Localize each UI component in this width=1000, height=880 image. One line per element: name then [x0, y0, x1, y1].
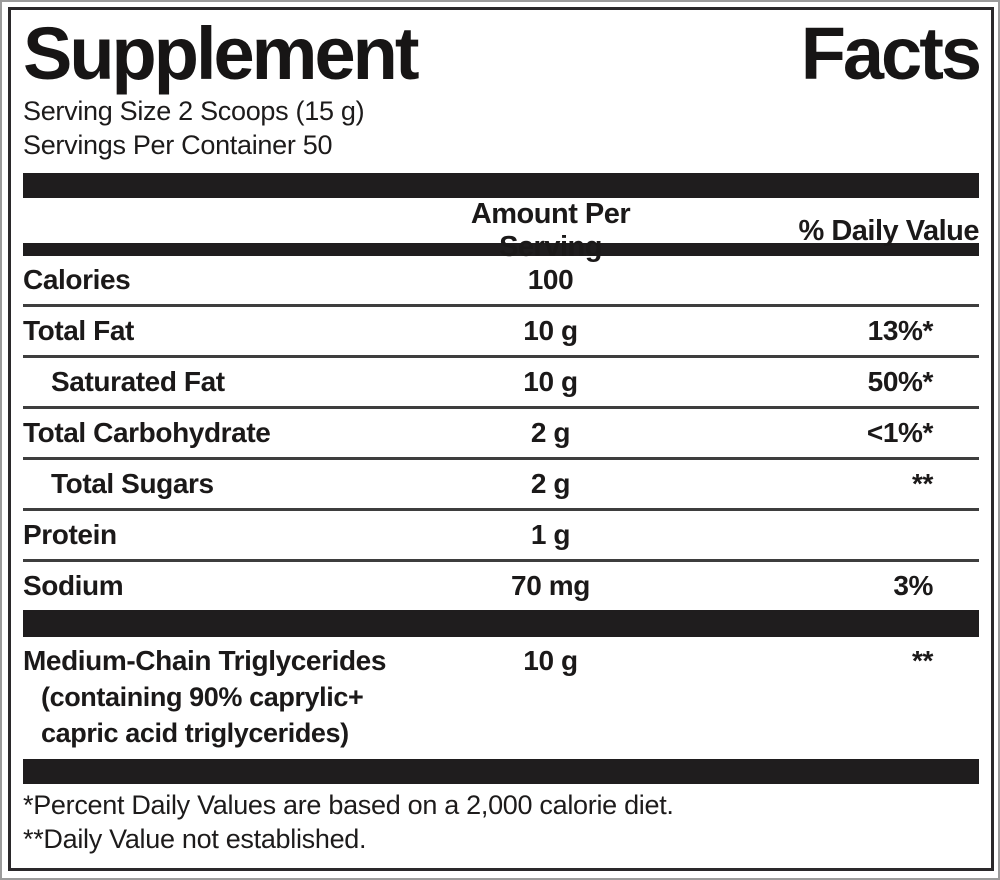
- supplement-facts-label: Supplement Facts Serving Size 2 Scoops (…: [8, 7, 994, 871]
- column-header-daily-value: % Daily Value: [798, 214, 980, 247]
- table-row-total-fat: Total Fat 10 g 13%*: [23, 304, 979, 355]
- title-word-supplement: Supplement: [23, 12, 419, 95]
- footnotes: *Percent Daily Values are based on a 2,0…: [23, 784, 979, 856]
- ingredient-name-block: Medium-Chain Triglycerides (containing 9…: [23, 643, 443, 751]
- nutrient-name: Saturated Fat: [51, 366, 225, 398]
- table-row-calories: Calories 100: [23, 256, 979, 304]
- ingredient-daily-value: **: [912, 645, 933, 677]
- nutrient-name: Total Carbohydrate: [23, 417, 271, 449]
- title-word-facts: Facts: [800, 12, 982, 95]
- nutrient-daily-value: <1%*: [866, 417, 934, 449]
- table-row-medium-chain-triglycerides: Medium-Chain Triglycerides (containing 9…: [23, 637, 979, 759]
- footnote-percent-daily-value: *Percent Daily Values are based on a 2,0…: [23, 790, 674, 821]
- table-row-saturated-fat: Saturated Fat 10 g 50%*: [23, 355, 979, 406]
- footnote-daily-value-not-established: **Daily Value not established.: [23, 824, 367, 855]
- nutrient-name: Total Sugars: [51, 468, 214, 500]
- nutrient-name: Calories: [23, 264, 131, 296]
- nutrient-amount: 2 g: [530, 468, 571, 500]
- column-header-row: Amount Per Serving % Daily Value: [23, 198, 980, 263]
- nutrient-daily-value: 13%*: [867, 315, 934, 347]
- table-row-protein: Protein 1 g: [23, 508, 979, 559]
- ingredient-name: Medium-Chain Triglycerides: [23, 645, 387, 677]
- separator-bar-top: [23, 173, 979, 199]
- nutrient-daily-value: 50%*: [867, 366, 934, 398]
- table-row-total-carbohydrate: Total Carbohydrate 2 g <1%*: [23, 406, 979, 457]
- nutrient-name: Sodium: [23, 570, 124, 602]
- ingredient-detail-line: (containing 90% caprylic+: [41, 682, 364, 713]
- serving-info: Serving Size 2 Scoops (15 g) Servings Pe…: [23, 94, 979, 162]
- column-header-amount: Amount Per Serving: [470, 198, 631, 264]
- nutrient-table: Calories 100 Total Fat 10 g 13%* Saturat…: [23, 256, 979, 610]
- serving-size-text: Serving Size 2 Scoops (15 g): [23, 96, 365, 127]
- ingredient-detail-line: capric acid triglycerides): [41, 718, 349, 749]
- nutrient-daily-value: 3%: [893, 570, 933, 602]
- nutrient-name: Total Fat: [23, 315, 134, 347]
- ingredient-amount: 10 g: [523, 645, 578, 677]
- nutrient-amount: 10 g: [523, 315, 578, 347]
- nutrient-daily-value: **: [912, 468, 933, 500]
- separator-bar-header: [23, 243, 979, 257]
- nutrient-amount: 2 g: [530, 417, 571, 449]
- separator-bar-middle: [23, 610, 979, 638]
- nutrient-amount: 100: [527, 264, 574, 296]
- label-title: Supplement Facts: [23, 12, 982, 95]
- nutrient-amount: 1 g: [530, 519, 571, 551]
- separator-bar-bottom: [23, 759, 979, 785]
- table-row-total-sugars: Total Sugars 2 g **: [23, 457, 979, 508]
- nutrient-amount: 70 mg: [511, 570, 590, 602]
- nutrient-name: Protein: [23, 519, 117, 551]
- servings-per-container-text: Servings Per Container 50: [23, 130, 333, 161]
- table-row-sodium: Sodium 70 mg 3%: [23, 559, 979, 610]
- nutrient-amount: 10 g: [523, 366, 578, 398]
